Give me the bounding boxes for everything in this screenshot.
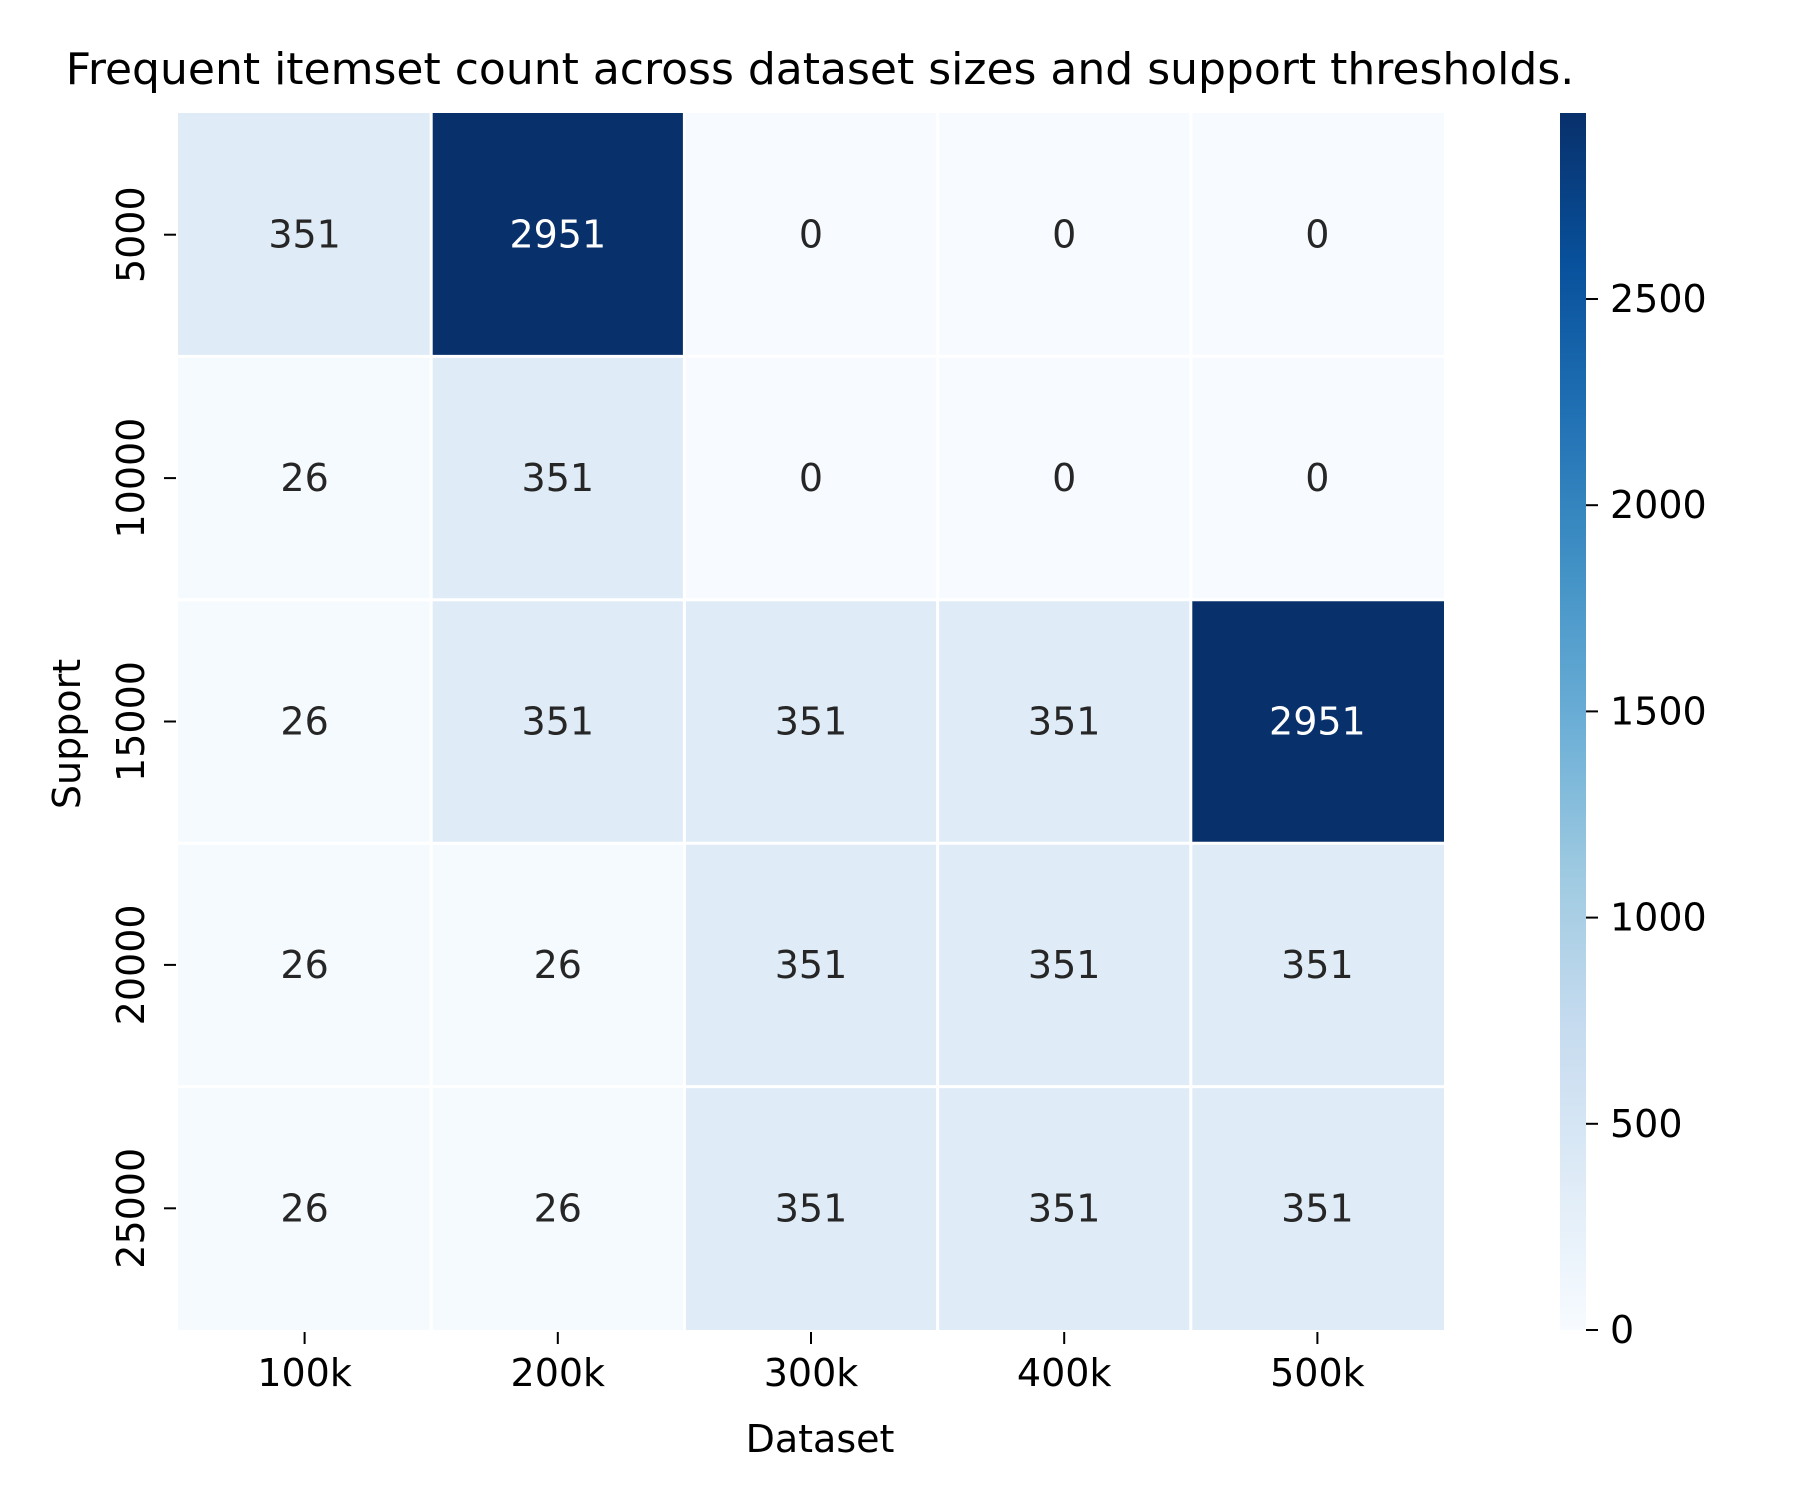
cell-value-label: 351 bbox=[1028, 700, 1101, 744]
heatmap-cell bbox=[684, 599, 938, 844]
colorbar-tick-label: 1500 bbox=[1610, 689, 1707, 733]
heatmap-cells bbox=[178, 113, 1444, 1330]
cell-value-label: 351 bbox=[268, 213, 341, 257]
heatmap-cell bbox=[431, 113, 685, 357]
cell-value-label: 0 bbox=[1052, 456, 1076, 500]
cell-value-label: 351 bbox=[1281, 1186, 1354, 1230]
cell-separators bbox=[178, 113, 1444, 1330]
cell-value-label: 351 bbox=[522, 700, 595, 744]
heatmap-cell bbox=[178, 1086, 432, 1330]
y-tick-label: 20000 bbox=[109, 904, 153, 1025]
cell-value-label: 26 bbox=[534, 943, 582, 987]
heatmap-cell bbox=[937, 1086, 1191, 1330]
colorbar-tick-label: 2500 bbox=[1610, 277, 1707, 321]
heatmap-cell bbox=[937, 356, 1191, 600]
cell-value-label: 0 bbox=[799, 213, 823, 257]
x-tick-label: 100k bbox=[257, 1351, 352, 1395]
x-tick-label: 200k bbox=[511, 1351, 606, 1395]
colorbar-tick-label: 0 bbox=[1610, 1308, 1634, 1352]
heatmap-cell bbox=[937, 843, 1191, 1087]
cell-value-label: 0 bbox=[799, 456, 823, 500]
cell-value-label: 351 bbox=[775, 943, 848, 987]
cell-value-label: 0 bbox=[1305, 456, 1329, 500]
cell-value-label: 26 bbox=[280, 700, 328, 744]
cell-value-label: 351 bbox=[1028, 1186, 1101, 1230]
heatmap-cell bbox=[684, 1086, 938, 1330]
cell-value-label: 351 bbox=[775, 1186, 848, 1230]
x-axis: 100k 200k 300k 400k 500k bbox=[257, 1332, 1365, 1395]
chart-title: Frequent itemset count across dataset si… bbox=[66, 44, 1574, 95]
cell-value-label: 26 bbox=[280, 943, 328, 987]
cell-value-label: 0 bbox=[1305, 213, 1329, 257]
heatmap-cell bbox=[684, 843, 938, 1087]
heatmap-cell bbox=[1190, 113, 1444, 357]
x-axis-label: Dataset bbox=[746, 1417, 895, 1461]
cell-value-label: 26 bbox=[280, 1186, 328, 1230]
heatmap-cell bbox=[684, 356, 938, 600]
heatmap-cell bbox=[431, 843, 685, 1087]
cell-value-label: 351 bbox=[522, 456, 595, 500]
colorbar-gradient bbox=[1560, 113, 1586, 1330]
heatmap-cell bbox=[1190, 356, 1444, 600]
heatmap-cell bbox=[937, 599, 1191, 844]
cell-value-label: 351 bbox=[1028, 943, 1101, 987]
colorbar: 0 500 1000 1500 2000 2500 bbox=[1560, 113, 1707, 1352]
cell-value-label: 2951 bbox=[509, 213, 606, 257]
y-tick-label: 15000 bbox=[109, 661, 153, 782]
heatmap-cell bbox=[178, 843, 432, 1087]
cell-value-label: 0 bbox=[1052, 213, 1076, 257]
heatmap-cell bbox=[684, 113, 938, 357]
heatmap-cell bbox=[1190, 599, 1444, 844]
cell-value-label: 26 bbox=[534, 1186, 582, 1230]
colorbar-tick-label: 500 bbox=[1610, 1102, 1683, 1146]
x-tick-label: 400k bbox=[1017, 1351, 1112, 1395]
colorbar-tick-label: 2000 bbox=[1610, 483, 1707, 527]
cell-value-labels: 351 2951 0 0 0 26 351 0 0 0 26 351 351 351 2951 26 26 351… bbox=[268, 213, 1365, 1231]
y-tick-label: 5000 bbox=[109, 186, 153, 283]
heatmap-cell bbox=[178, 356, 432, 600]
cell-value-label: 351 bbox=[1281, 943, 1354, 987]
y-axis: 5000 10000 15000 20000 25000 bbox=[109, 186, 176, 1269]
heatmap-cell bbox=[1190, 843, 1444, 1087]
cell-value-label: 26 bbox=[280, 456, 328, 500]
heatmap-cell bbox=[1190, 1086, 1444, 1330]
y-tick-label: 10000 bbox=[109, 418, 153, 539]
heatmap-cell bbox=[431, 1086, 685, 1330]
cell-value-label: 2951 bbox=[1269, 700, 1366, 744]
heatmap-cell bbox=[178, 599, 432, 844]
heatmap-cell bbox=[937, 113, 1191, 357]
cell-value-label: 351 bbox=[775, 700, 848, 744]
y-axis-label: Support bbox=[45, 659, 89, 809]
heatmap-cell bbox=[178, 113, 432, 357]
x-tick-label: 300k bbox=[764, 1351, 859, 1395]
heatmap-cell bbox=[431, 356, 685, 600]
y-tick-label: 25000 bbox=[109, 1148, 153, 1269]
colorbar-tick-label: 1000 bbox=[1610, 896, 1707, 940]
heatmap-cell bbox=[431, 599, 685, 844]
x-tick-label: 500k bbox=[1270, 1351, 1365, 1395]
